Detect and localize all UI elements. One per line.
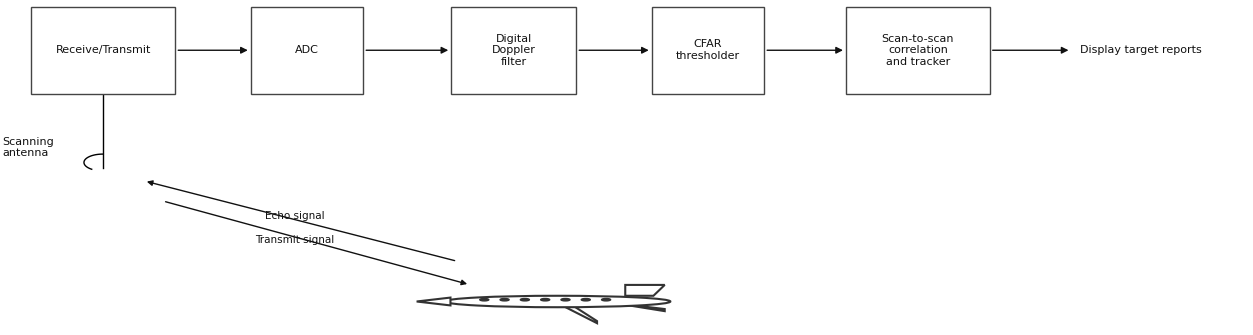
Circle shape [561, 298, 570, 301]
Text: Echo signal: Echo signal [264, 211, 325, 221]
Circle shape [520, 298, 530, 301]
Polygon shape [524, 302, 598, 323]
FancyBboxPatch shape [451, 7, 576, 94]
FancyBboxPatch shape [31, 7, 175, 94]
Circle shape [601, 298, 610, 301]
Polygon shape [625, 285, 664, 296]
FancyBboxPatch shape [652, 7, 764, 94]
Text: Receive/Transmit: Receive/Transmit [55, 45, 152, 55]
Text: Scan-to-scan
correlation
and tracker: Scan-to-scan correlation and tracker [882, 34, 954, 67]
FancyBboxPatch shape [251, 7, 363, 94]
Text: Display target reports: Display target reports [1080, 45, 1202, 55]
Ellipse shape [445, 296, 670, 307]
Circle shape [480, 298, 489, 301]
Text: ADC: ADC [294, 45, 320, 55]
FancyBboxPatch shape [846, 7, 990, 94]
Circle shape [541, 298, 550, 301]
Text: CFAR
thresholder: CFAR thresholder [675, 40, 741, 61]
Polygon shape [614, 303, 664, 311]
Circle shape [581, 298, 590, 301]
Polygon shape [416, 297, 451, 306]
Text: Digital
Doppler
filter: Digital Doppler filter [491, 34, 536, 67]
Circle shape [500, 298, 509, 301]
Text: Scanning
antenna: Scanning antenna [3, 137, 54, 158]
Text: Transmit signal: Transmit signal [254, 234, 335, 245]
